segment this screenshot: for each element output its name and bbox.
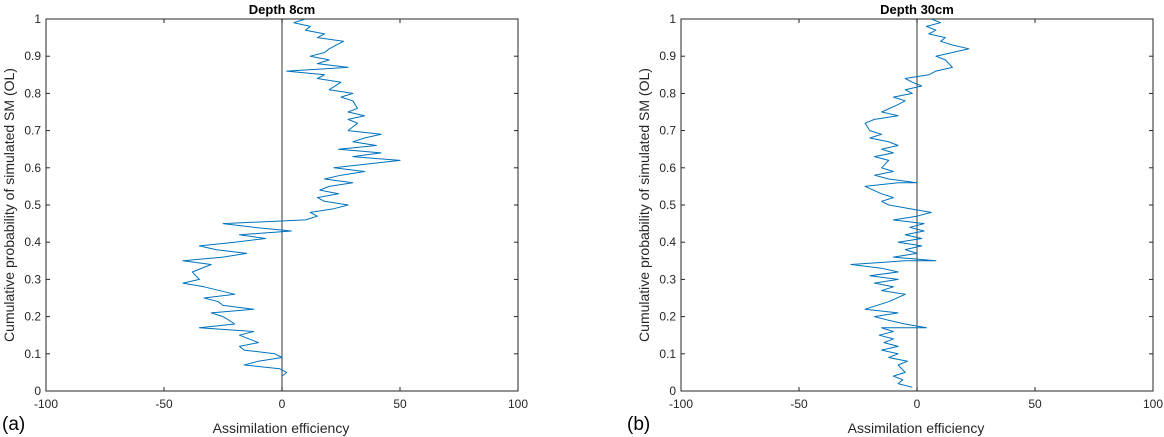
- y-tick-label: 1: [34, 12, 41, 26]
- y-tick-label: 0.4: [659, 235, 676, 249]
- y-tick-label: 0.8: [24, 86, 41, 100]
- y-tick-label: 0: [669, 384, 676, 398]
- x-axis-label: Assimilation efficiency: [848, 420, 985, 436]
- x-tick-label: 50: [1028, 397, 1042, 411]
- series-line: [182, 18, 401, 377]
- y-tick-label: 0.6: [659, 161, 676, 175]
- x-tick-label: -100: [34, 397, 58, 411]
- y-tick-label: 0.2: [24, 310, 41, 324]
- panel-label: (b): [627, 414, 650, 435]
- y-tick-label: 0.6: [24, 161, 41, 175]
- y-tick-label: 0.8: [659, 86, 676, 100]
- x-tick-label: 100: [508, 397, 528, 411]
- y-tick-label: 0.7: [659, 124, 676, 138]
- y-tick-label: 0.9: [24, 49, 41, 63]
- x-tick-label: 0: [279, 397, 286, 411]
- y-tick-label: 0.5: [659, 198, 676, 212]
- series-line: [850, 18, 970, 388]
- x-tick-label: -50: [155, 397, 173, 411]
- x-tick-label: -100: [669, 397, 693, 411]
- x-tick-label: 100: [1143, 397, 1163, 411]
- y-axis-label: Cumulative probability of simulated SM (…: [636, 68, 652, 342]
- chart-title: Depth 30cm: [880, 2, 954, 17]
- y-tick-label: 0.3: [659, 272, 676, 286]
- y-tick-label: 0.1: [659, 347, 676, 361]
- y-tick-label: 0.1: [24, 347, 41, 361]
- chart-title: Depth 8cm: [249, 2, 315, 17]
- x-tick-label: -50: [790, 397, 808, 411]
- x-tick-label: 50: [393, 397, 407, 411]
- y-tick-label: 0.5: [24, 198, 41, 212]
- chart-panel-2: -100 -50 0 50 100 0 0.1 0.2 0.3 0.4 0.5 0.6 0.7 0.8 0.…: [627, 2, 1163, 436]
- x-tick-label: 0: [914, 397, 921, 411]
- y-tick-label: 0.4: [24, 235, 41, 249]
- y-axis-label: Cumulative probability of simulated SM (…: [1, 68, 17, 342]
- y-tick-label: 1: [669, 12, 676, 26]
- x-axis-label: Assimilation efficiency: [213, 420, 350, 436]
- chart-panel-1: -100 -50 0 50 100 0 0.1 0.2 0.3 0.4 0.5 0.6 0.7 0.8 0.…: [1, 2, 528, 436]
- y-tick-label: 0.3: [24, 272, 41, 286]
- y-tick-label: 0.9: [659, 49, 676, 63]
- y-tick-label: 0: [34, 384, 41, 398]
- panel-label: (a): [2, 414, 25, 435]
- y-tick-label: 0.2: [659, 310, 676, 324]
- y-tick-label: 0.7: [24, 124, 41, 138]
